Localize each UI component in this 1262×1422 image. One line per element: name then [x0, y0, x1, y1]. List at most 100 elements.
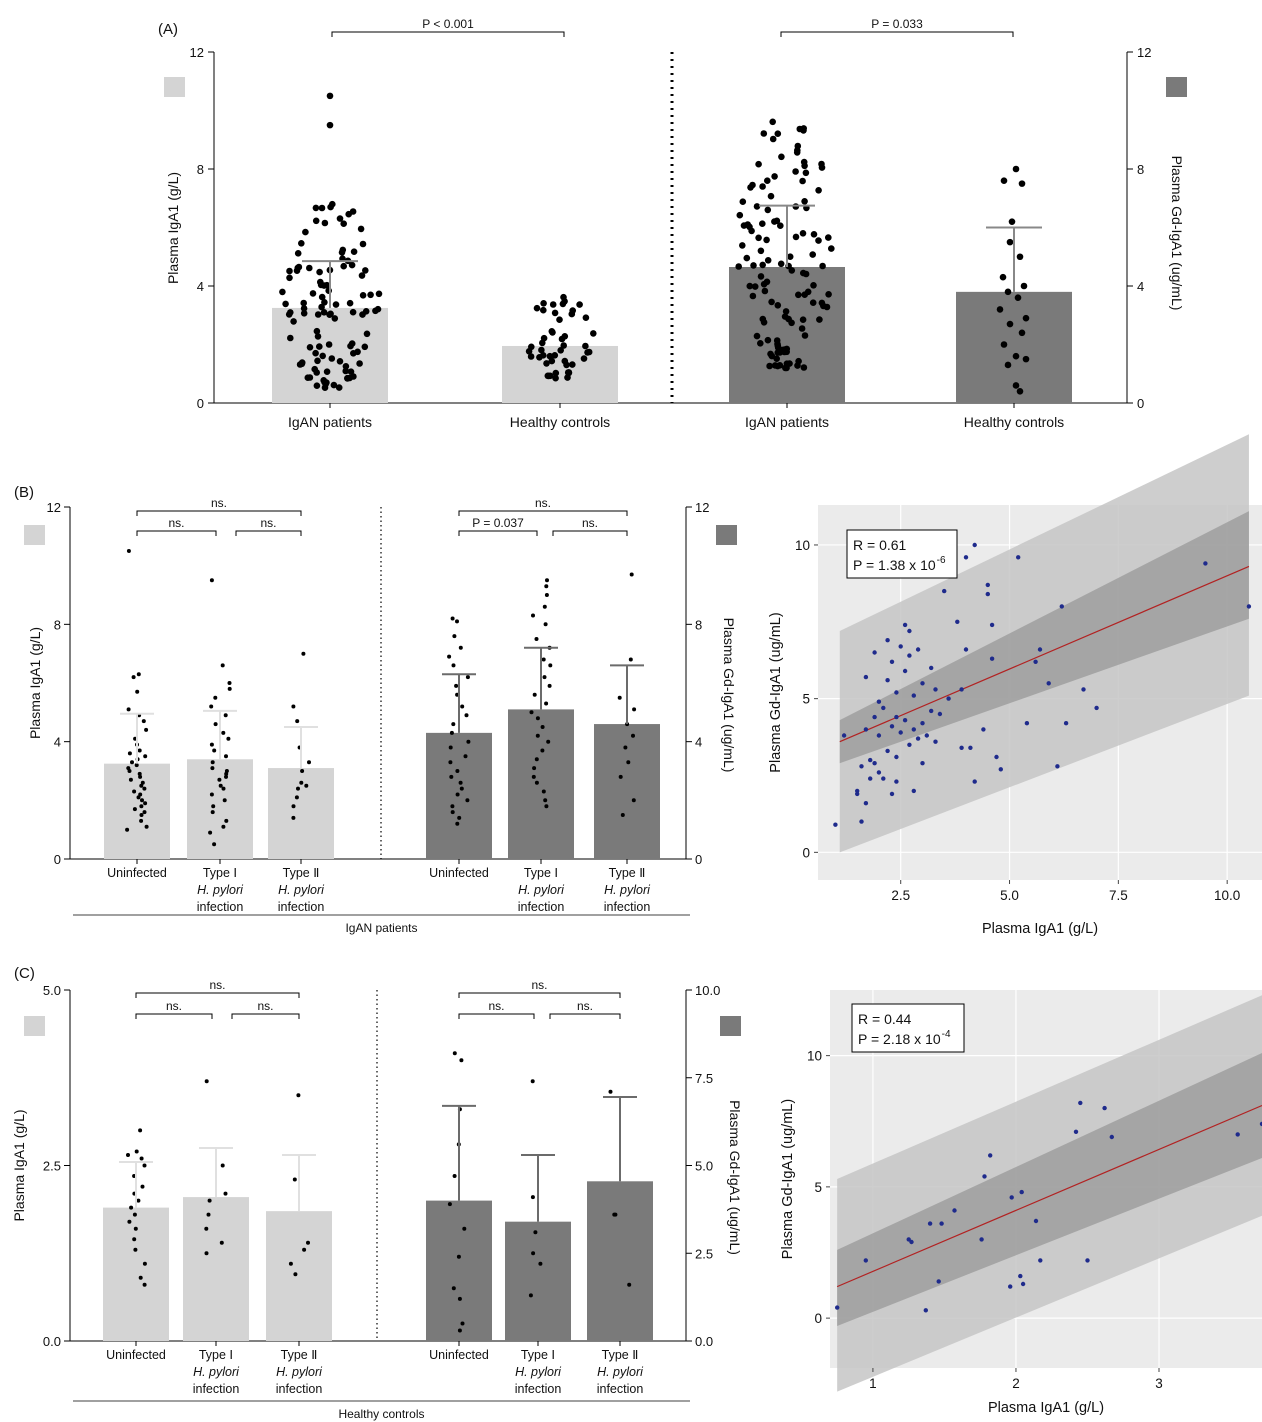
data-point — [757, 247, 765, 255]
bar — [508, 709, 574, 859]
y-tick-label: 10 — [807, 1049, 822, 1064]
comparison-label: ns. — [209, 978, 225, 992]
data-point — [923, 1308, 928, 1313]
data-point — [1246, 604, 1252, 609]
data-point — [132, 1212, 137, 1217]
data-point — [885, 748, 890, 754]
data-point — [933, 687, 938, 692]
data-point — [350, 350, 357, 357]
data-point — [345, 210, 353, 218]
data-point — [1020, 282, 1028, 290]
data-point — [631, 733, 635, 738]
data-point — [302, 228, 309, 236]
category-label: Type Ⅰ — [199, 1348, 233, 1362]
data-point — [538, 1261, 543, 1266]
legend-swatch-dark — [716, 525, 737, 545]
data-point — [793, 149, 801, 156]
panel-label: (C) — [14, 965, 35, 982]
data-point — [540, 334, 548, 342]
data-point — [282, 300, 289, 308]
data-point — [224, 774, 228, 779]
data-point — [314, 357, 321, 365]
data-point — [138, 792, 143, 797]
data-point — [320, 309, 328, 316]
data-point — [455, 769, 460, 773]
data-point — [907, 742, 912, 747]
data-point — [451, 663, 456, 668]
data-point — [755, 160, 762, 168]
data-point — [458, 780, 463, 785]
comparison-bracket — [549, 1013, 621, 1019]
data-point — [204, 1251, 209, 1256]
data-point — [311, 365, 319, 373]
data-point — [296, 361, 304, 368]
data-point — [881, 776, 886, 781]
data-point — [292, 1177, 297, 1182]
data-point — [286, 274, 293, 282]
data-point — [863, 727, 869, 732]
data-point — [452, 634, 457, 639]
data-point — [800, 125, 807, 132]
data-point — [224, 754, 228, 759]
data-point — [872, 650, 877, 655]
data-point — [542, 604, 547, 609]
data-point — [746, 223, 753, 231]
data-point — [868, 776, 873, 781]
data-point — [582, 342, 589, 350]
data-point — [140, 798, 144, 803]
data-point — [580, 355, 588, 362]
data-point — [535, 733, 540, 738]
data-point — [451, 1286, 456, 1291]
data-point — [769, 118, 776, 126]
data-point — [136, 672, 141, 677]
data-point — [777, 222, 784, 229]
data-point — [825, 234, 832, 241]
data-point — [544, 372, 552, 380]
data-point — [911, 788, 916, 794]
bar — [505, 1221, 571, 1341]
data-point — [872, 714, 877, 720]
category-label: H. pylori — [276, 1365, 323, 1379]
left-axis-label: Plasma IgA1 (g/L) — [165, 172, 181, 284]
data-point — [876, 699, 882, 704]
y-tick-label: 10 — [795, 538, 810, 553]
data-point — [363, 330, 371, 338]
data-point — [220, 1163, 225, 1168]
data-point — [933, 739, 938, 744]
data-point — [344, 375, 351, 382]
data-point — [835, 1305, 840, 1310]
data-point — [982, 1174, 987, 1179]
data-point — [963, 555, 969, 560]
data-point — [211, 804, 216, 809]
data-point — [999, 273, 1007, 281]
data-point — [213, 722, 218, 727]
left-tick-label: 2.5 — [43, 1159, 61, 1174]
data-point — [144, 727, 149, 732]
data-point — [134, 1149, 139, 1154]
data-point — [915, 647, 921, 652]
data-point — [142, 1261, 147, 1266]
data-point — [142, 810, 147, 815]
data-point — [533, 304, 541, 312]
data-point — [626, 760, 631, 765]
data-point — [833, 822, 838, 827]
stats-exponent: -4 — [942, 1029, 951, 1040]
data-point — [451, 722, 456, 727]
data-point — [132, 789, 137, 794]
data-point — [294, 250, 302, 257]
stats-p: P = 2.18 x 10 — [858, 1031, 941, 1047]
data-point — [296, 786, 300, 791]
data-point — [753, 332, 761, 340]
data-point — [774, 130, 782, 137]
data-point — [972, 542, 977, 548]
data-point — [218, 783, 223, 788]
data-point — [801, 291, 808, 299]
data-point — [300, 305, 308, 312]
data-point — [359, 240, 367, 248]
right-tick-label: 8 — [1137, 162, 1144, 177]
data-point — [558, 335, 566, 343]
data-point — [924, 733, 929, 738]
data-point — [761, 287, 769, 295]
data-point — [541, 789, 546, 794]
legend-swatch-dark — [1166, 77, 1187, 97]
